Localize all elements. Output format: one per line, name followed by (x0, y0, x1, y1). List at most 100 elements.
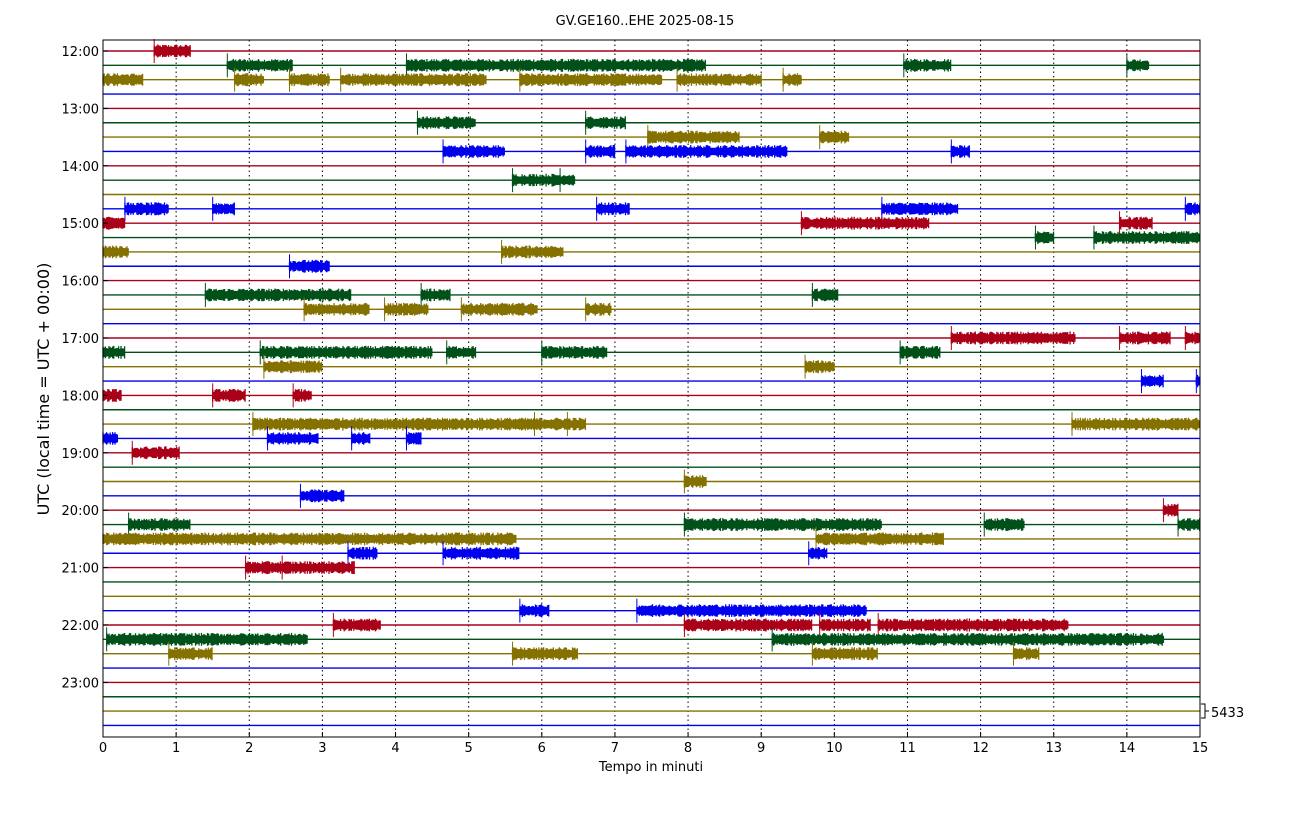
x-tick-label: 14 (1119, 741, 1136, 756)
axis-ticks: 0 1 2 3 4 5 6 7 8 9 10 11 12 13 14 1512:0013:0014:0015:… (62, 45, 1209, 756)
event-burst (511, 173, 560, 187)
event-burst (1126, 59, 1150, 72)
scale-bracket (1201, 703, 1209, 719)
event-burst (303, 302, 370, 316)
y-tick-label: 19:00 (62, 447, 99, 462)
x-tick-label: 10 (826, 741, 843, 756)
event-burst (127, 518, 191, 531)
event-burst (131, 446, 180, 460)
event-burst (1184, 331, 1201, 345)
event-burst (1118, 331, 1171, 345)
event-burst (585, 145, 616, 158)
y-tick-label: 18:00 (62, 389, 99, 404)
event-burst (819, 618, 871, 632)
event-burst (288, 73, 330, 87)
y-tick-label: 14:00 (62, 160, 99, 175)
event-burst (347, 546, 378, 560)
x-tick-label: 6 (538, 741, 546, 756)
event-burst (877, 618, 1069, 632)
event-burst (416, 116, 476, 130)
x-tick-label: 12 (972, 741, 989, 756)
event-burst (102, 245, 129, 259)
event-burst (1012, 647, 1040, 661)
event-burst (800, 216, 930, 230)
event-burst (102, 345, 126, 359)
event-burst (585, 116, 626, 130)
x-tick-label: 5 (465, 741, 473, 756)
event-burst (1034, 231, 1055, 244)
event-burst (1071, 417, 1200, 431)
event-burst (683, 518, 882, 531)
event-burst (460, 302, 538, 316)
event-burst (281, 561, 355, 575)
event-burst (782, 73, 802, 87)
x-tick-label: 7 (611, 741, 619, 756)
event-burst (950, 145, 970, 158)
y-tick-label: 20:00 (62, 504, 99, 519)
event-burst (124, 202, 169, 216)
event-burst (212, 389, 246, 402)
event-burst (533, 417, 568, 431)
event-burst (683, 618, 813, 632)
event-burst (102, 73, 144, 87)
event-burst (566, 417, 587, 431)
event-burst (881, 202, 959, 216)
event-burst (511, 647, 578, 661)
event-burst (541, 345, 608, 359)
event-burst (625, 145, 788, 158)
x-tick-label: 2 (245, 741, 253, 756)
event-burst (106, 632, 308, 646)
event-bursts (102, 39, 1201, 666)
grid-lines (175, 40, 1128, 737)
x-tick-label: 9 (757, 741, 765, 756)
event-burst (266, 432, 319, 445)
event-burst (1184, 202, 1201, 216)
event-burst (153, 44, 191, 58)
event-burst (519, 73, 663, 87)
event-burst (559, 174, 576, 186)
x-tick-label: 15 (1192, 741, 1209, 756)
event-burst (288, 259, 330, 273)
event-burst (168, 647, 213, 661)
x-tick-label: 3 (318, 741, 326, 756)
event-burst (405, 58, 706, 72)
event-burst (233, 73, 265, 87)
event-burst (676, 73, 762, 86)
event-burst (340, 73, 487, 87)
y-tick-label: 15:00 (62, 217, 99, 232)
event-burst (244, 561, 283, 575)
event-burst (204, 288, 352, 302)
y-axis-label: UTC (local time = UTC + 00:00) (34, 263, 53, 516)
y-tick-label: 22:00 (62, 619, 99, 634)
event-burst (442, 546, 520, 560)
event-burst (332, 618, 381, 632)
event-burst (1177, 518, 1201, 531)
x-tick-label: 11 (899, 741, 916, 756)
y-tick-label: 23:00 (62, 676, 99, 691)
x-tick-label: 4 (391, 741, 399, 756)
event-burst (405, 432, 422, 445)
event-burst (636, 604, 867, 618)
event-burst (811, 647, 878, 661)
y-tick-label: 17:00 (62, 332, 99, 347)
y-tick-label: 21:00 (62, 562, 99, 577)
event-burst (647, 130, 740, 144)
event-burst (815, 532, 944, 546)
event-burst (808, 547, 828, 560)
y-tick-label: 12:00 (62, 45, 99, 60)
event-burst (263, 360, 323, 374)
event-burst (1140, 374, 1164, 388)
event-burst (226, 58, 293, 72)
event-burst (212, 202, 235, 216)
event-burst (102, 532, 517, 546)
y-tick-label: 13:00 (62, 102, 99, 117)
event-burst (446, 345, 477, 359)
chart-title: GV.GE160..EHE 2025-08-15 (556, 14, 735, 29)
x-tick-label: 8 (684, 741, 692, 756)
event-burst (1093, 231, 1201, 244)
x-axis-label: Tempo in minuti (598, 760, 703, 775)
event-burst (259, 345, 433, 359)
event-burst (500, 245, 564, 259)
scale-label: 5433 (1211, 706, 1244, 721)
